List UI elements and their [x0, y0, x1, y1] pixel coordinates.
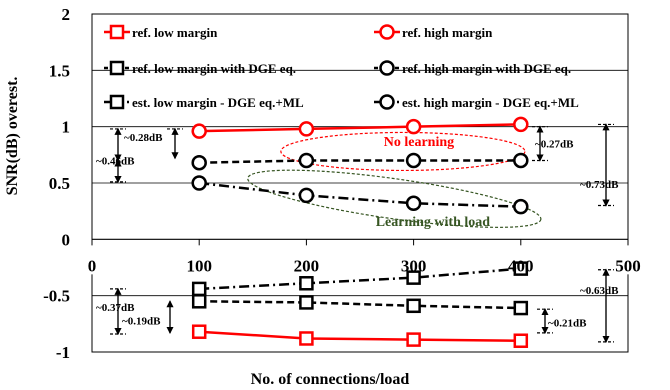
legend-label: est. low margin - DGE eq.+ML [132, 95, 304, 110]
y-tick-label: 0.5 [49, 174, 70, 193]
data-point [191, 324, 207, 339]
data-point [513, 333, 529, 348]
legend-label: ref. low margin with DGE eq. [132, 61, 296, 76]
series-line-0 [199, 330, 521, 342]
y-tick-label: -0.5 [43, 287, 70, 306]
legend-label: est. high margin - DGE eq.+ML [402, 95, 579, 110]
delta-label: ~0.63dB [580, 285, 619, 297]
legend-marker [109, 24, 125, 40]
legend-marker [109, 60, 125, 76]
data-point [406, 270, 421, 285]
x-tick-label: 300 [401, 256, 427, 275]
x-tick-label: 0 [88, 256, 97, 275]
delta-label: ~0.27dB [535, 139, 574, 151]
y-tick-label: 2 [62, 5, 71, 24]
learning-with-load-label: Learning with load [376, 215, 491, 230]
x-tick-label: 500 [615, 256, 641, 275]
data-point [406, 298, 421, 314]
y-axis-title: SNR(dB) overest. [4, 77, 21, 196]
data-point [299, 276, 314, 291]
legend-marker [379, 24, 395, 40]
x-tick-label: 100 [186, 256, 212, 275]
series-line-2 [199, 300, 521, 310]
data-point [191, 294, 207, 309]
learning-with-load-ellipse [247, 169, 542, 228]
x-tick-label: 400 [508, 256, 534, 275]
delta-label: ~0.46dB [96, 155, 135, 167]
legend-label: ref. low margin [132, 25, 218, 40]
data-point [513, 198, 529, 215]
legend-marker [379, 60, 395, 76]
series-line-4 [199, 267, 521, 291]
data-point [191, 175, 207, 191]
data-point [406, 332, 421, 347]
data-point [405, 152, 422, 169]
x-axis-band [88, 240, 632, 275]
x-tick-label: 200 [294, 256, 320, 275]
legend-label: ref. high margin with DGE eq. [402, 61, 571, 76]
y-tick-label: 1.5 [49, 61, 70, 80]
delta-label: ~0.19dB [122, 315, 161, 327]
data-point [299, 331, 314, 346]
data-point [513, 261, 529, 276]
delta-label: ~0.21dB [548, 318, 587, 330]
series-line-3 [199, 159, 521, 164]
no-learning-ellipse [280, 131, 526, 172]
y-tick-label: -1 [56, 343, 70, 362]
data-point [513, 300, 529, 316]
data-point [513, 152, 529, 169]
delta-label: ~0.73dB [580, 179, 619, 191]
legend-label: ref. high margin [402, 25, 493, 40]
legend-marker [109, 94, 125, 110]
data-point [191, 123, 207, 139]
delta-label: ~0.28dB [124, 132, 163, 144]
delta-label: ~0.37dB [96, 302, 135, 314]
data-point [191, 281, 207, 297]
data-point [405, 195, 422, 212]
data-point [298, 187, 315, 204]
data-point [405, 118, 422, 135]
y-tick-label: 1 [62, 118, 71, 137]
y-tick-label: 0 [62, 230, 71, 249]
data-point [298, 121, 315, 137]
no-learning-label: No learning [384, 135, 454, 150]
series-line-1 [199, 123, 521, 133]
series-line-5 [199, 181, 521, 208]
data-point [298, 152, 315, 169]
data-point [513, 116, 529, 133]
data-point [299, 295, 314, 310]
x-axis-title: No. of connections/load [251, 371, 410, 388]
data-point [191, 154, 207, 171]
legend-marker [379, 94, 395, 110]
